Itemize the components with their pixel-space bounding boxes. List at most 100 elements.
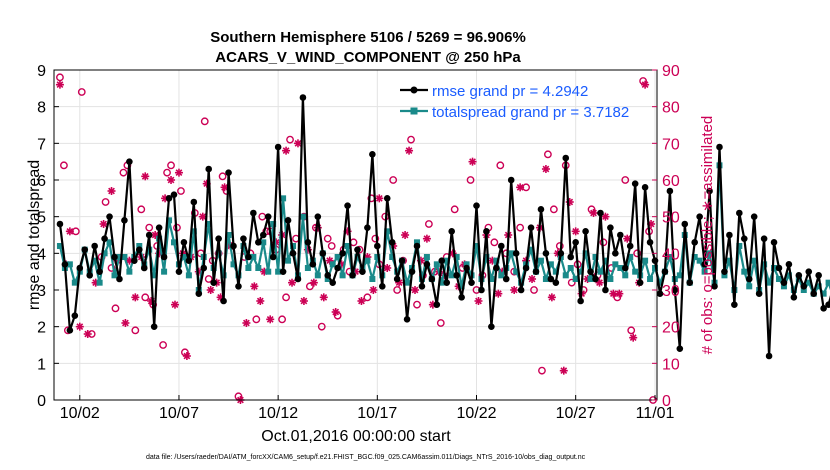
spread-point xyxy=(632,268,639,275)
spread-point xyxy=(696,257,703,264)
asterisk-stroke xyxy=(199,213,207,221)
x-tick-label: 10/07 xyxy=(159,405,199,422)
rmse-point xyxy=(255,239,262,246)
asterisk-stroke xyxy=(469,158,476,166)
obs-possible-point xyxy=(131,326,140,335)
obs-possible-point xyxy=(436,319,445,327)
asterisk-stroke xyxy=(542,165,550,173)
rmse-point xyxy=(245,253,252,261)
rmse-point xyxy=(121,217,128,224)
spread-point xyxy=(488,276,495,282)
spread-point xyxy=(656,279,663,286)
obs-assimilated-point xyxy=(589,209,598,217)
asterisk-stroke xyxy=(475,297,482,305)
rmse-point xyxy=(706,187,713,195)
rmse-point xyxy=(810,290,818,297)
y-right-tick-label: 50 xyxy=(662,210,680,227)
rmse-point xyxy=(76,264,84,272)
y-right-tick-label: 70 xyxy=(662,136,680,153)
y-right-tick-label: 90 xyxy=(662,63,680,80)
spread-point xyxy=(344,243,351,249)
rmse-point xyxy=(250,209,257,217)
obs-assimilated-point xyxy=(629,333,638,342)
spread-point xyxy=(567,265,574,271)
spread-point xyxy=(572,276,579,282)
rmse-point xyxy=(165,195,173,202)
spread-point xyxy=(369,276,376,282)
rmse-point xyxy=(636,279,644,286)
rmse-point xyxy=(463,264,470,272)
spread-point xyxy=(597,268,604,275)
rmse-point xyxy=(160,253,168,261)
obs-assimilated-point xyxy=(174,168,183,177)
rmse-point xyxy=(190,198,198,206)
obs-assimilated-point xyxy=(541,165,550,173)
rmse-point xyxy=(309,261,317,268)
obs-possible-point xyxy=(450,205,459,214)
rmse-point xyxy=(542,250,550,257)
obs-possible-point xyxy=(218,172,227,181)
asterisk-stroke xyxy=(175,169,183,177)
x-tick-label: 10/02 xyxy=(60,405,100,422)
x-tick-label: 11/01 xyxy=(636,405,675,422)
obs-possible-point xyxy=(530,286,538,294)
obs-possible-point xyxy=(77,88,86,96)
spread-point xyxy=(151,272,158,279)
asterisk-stroke xyxy=(282,147,290,155)
spread-point xyxy=(552,268,559,275)
spread-point xyxy=(185,272,192,279)
rmse-point xyxy=(557,250,565,257)
rmse-point xyxy=(319,250,327,257)
y-axis-label-left: rmse and totalspread xyxy=(26,160,43,310)
asterisk-stroke xyxy=(623,235,631,243)
asterisk-stroke xyxy=(383,264,391,272)
rmse-point xyxy=(661,268,669,275)
spread-point xyxy=(374,254,381,260)
obs-possible-point xyxy=(107,264,116,272)
spread-point xyxy=(647,276,654,282)
spread-point xyxy=(66,261,73,268)
rmse-point xyxy=(562,154,570,162)
spread-point xyxy=(577,268,584,275)
obs-assimilated-point xyxy=(319,293,328,302)
y-tick-label: 6 xyxy=(37,173,46,190)
rmse-point xyxy=(587,268,594,275)
obs-possible-point xyxy=(371,234,380,243)
y-tick-label: 1 xyxy=(37,356,46,373)
obs-possible-point xyxy=(490,238,499,247)
rmse-point xyxy=(418,283,426,290)
obs-possible-point xyxy=(407,135,415,144)
asterisk-stroke xyxy=(171,301,179,309)
asterisk-stroke xyxy=(66,227,74,235)
asterisk-stroke xyxy=(560,367,568,375)
obs-assimilated-point xyxy=(601,212,610,221)
obs-assimilated-point xyxy=(293,139,302,148)
rmse-point xyxy=(230,242,237,250)
spread-point xyxy=(161,268,168,275)
spread-point xyxy=(339,272,346,279)
obs-assimilated-point xyxy=(206,286,215,294)
spread-point xyxy=(111,272,118,279)
obs-possible-point xyxy=(393,286,402,294)
obs-assimilated-point xyxy=(528,275,537,283)
asterisk-stroke xyxy=(332,308,340,316)
y-right-tick-label: 0 xyxy=(662,393,671,410)
spread-point xyxy=(587,276,594,282)
rmse-point xyxy=(607,224,614,231)
series-line xyxy=(58,96,830,358)
asterisk-stroke xyxy=(358,297,365,305)
rmse-point xyxy=(61,261,69,268)
asterisk-stroke xyxy=(320,293,328,301)
x-axis-label: Oct.01,2016 00:00:00 start xyxy=(261,428,451,445)
spread-point xyxy=(676,272,683,279)
rmse-point xyxy=(770,239,778,246)
asterisk-stroke xyxy=(122,319,129,327)
spread-point xyxy=(280,195,287,202)
rmse-point xyxy=(344,202,351,209)
asterisk-stroke xyxy=(151,231,159,239)
spread-point xyxy=(314,272,321,279)
rmse-point xyxy=(56,220,64,228)
obs-assimilated-point xyxy=(405,146,414,155)
asterisk-stroke xyxy=(405,147,413,155)
spread-point xyxy=(547,261,554,268)
